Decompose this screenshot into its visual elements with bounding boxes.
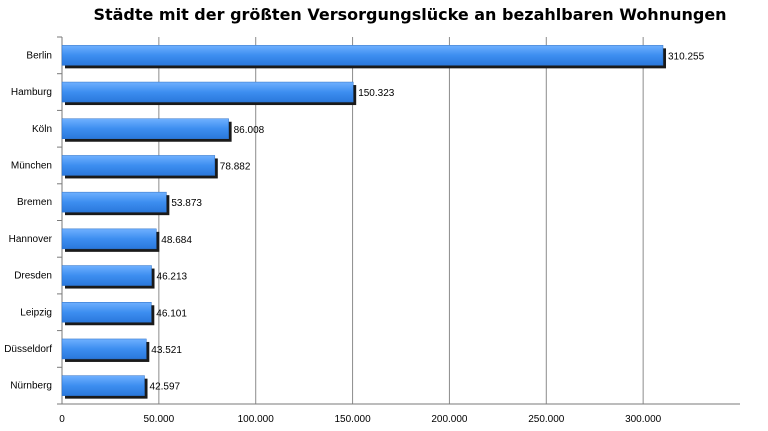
x-tick-label: 100.000 [238, 414, 275, 425]
x-axis: 0 50.000 100.000 150.000 200.000 250.000 300.0… [59, 414, 661, 425]
bar-köln [61, 118, 229, 139]
category-label: Leipzig [20, 307, 52, 318]
value-label: 46.101 [156, 308, 187, 319]
category-label: München [11, 160, 52, 171]
value-label: 53.873 [171, 198, 202, 209]
category-label: Bremen [17, 197, 52, 208]
x-tick-label: 250.000 [528, 414, 565, 425]
x-tick-label: 200.000 [431, 414, 468, 425]
category-label: Hannover [9, 234, 53, 245]
x-tick-label: 150.000 [334, 414, 371, 425]
value-label: 310.255 [668, 51, 705, 62]
value-label: 43.521 [151, 345, 182, 356]
bar-bremen [61, 191, 167, 213]
x-tick-label: 50.000 [144, 414, 175, 425]
value-label: 78.882 [220, 161, 251, 172]
value-label: 42.597 [150, 382, 181, 393]
bar-nürnberg [61, 375, 145, 396]
category-label: Düsseldorf [4, 344, 52, 355]
category-label: Berlin [26, 50, 52, 61]
value-label: 46.213 [157, 272, 188, 283]
bar-leipzig [61, 302, 152, 323]
category-label: Köln [32, 124, 52, 135]
value-label: 48.684 [161, 235, 192, 246]
chart-title: Städte mit der größten Versorgungslücke … [93, 5, 726, 24]
x-tick-label: 0 [59, 414, 65, 425]
category-label: Nürnberg [10, 381, 52, 392]
bars: 310.255 150.323 86.008 78.882 53.873 48.684 46… [61, 45, 705, 399]
bar-hamburg [61, 81, 354, 103]
value-label: 150.323 [358, 88, 395, 99]
x-tick-label: 300.000 [625, 414, 662, 425]
bar-düsseldorf [61, 338, 147, 360]
value-label: 86.008 [234, 125, 265, 136]
bar-berlin [61, 45, 664, 66]
bar-dresden [61, 265, 152, 286]
bar-hannover [61, 228, 157, 250]
bar-münchen [61, 155, 216, 176]
category-label: Dresden [14, 271, 52, 282]
category-label: Hamburg [11, 87, 52, 98]
